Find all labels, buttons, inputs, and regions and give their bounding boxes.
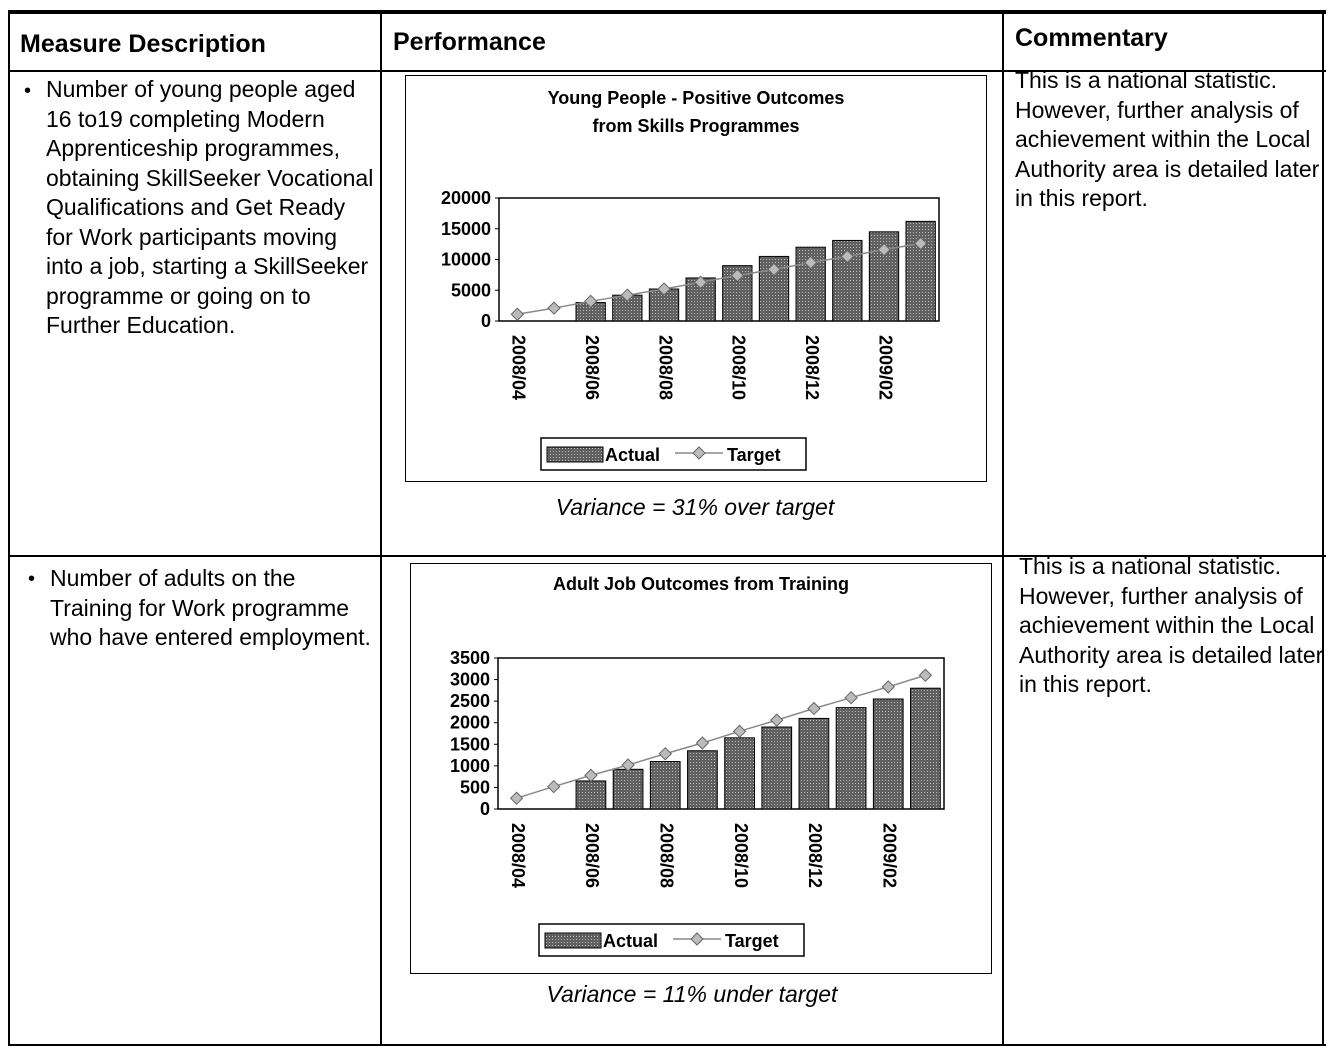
target-marker xyxy=(510,307,525,321)
target-marker xyxy=(803,255,818,270)
commentary-text: This is a national statistic. However, f… xyxy=(1015,67,1320,211)
legend-marker xyxy=(692,446,706,460)
target-marker xyxy=(877,242,891,257)
y-tick-label: 3500 xyxy=(450,648,490,668)
col-border xyxy=(8,10,10,1046)
chart-title: Young People - Positive Outcomes from Sk… xyxy=(547,88,845,136)
x-tick-label: 2009/02 xyxy=(875,335,895,400)
header-cell: Commentary xyxy=(1015,24,1168,52)
x-tick-label: 2008/04 xyxy=(509,335,529,400)
legend-label: Target xyxy=(725,931,779,951)
y-tick-label: 2000 xyxy=(450,713,490,733)
bar xyxy=(761,726,793,810)
target-marker xyxy=(509,791,524,805)
x-tick-label: 2009/02 xyxy=(880,823,900,888)
y-tick-label: 15000 xyxy=(441,219,491,239)
y-tick-label: 2500 xyxy=(450,691,490,711)
y-tick-label: 0 xyxy=(480,799,490,819)
bar xyxy=(905,220,936,322)
target-marker xyxy=(844,690,858,705)
bar xyxy=(575,780,607,810)
target-marker xyxy=(695,736,710,750)
x-tick-label: 2008/06 xyxy=(582,335,602,400)
table-bottom-border xyxy=(8,1044,1326,1046)
x-tick-label: 2008/08 xyxy=(655,335,675,400)
header-border xyxy=(8,70,1326,72)
col-border xyxy=(380,10,382,1046)
x-tick-label: 2008/04 xyxy=(508,823,528,888)
legend-swatch xyxy=(546,446,604,463)
y-tick-label: 3000 xyxy=(450,670,490,690)
legend-label: Actual xyxy=(605,445,660,465)
y-tick-label: 10000 xyxy=(441,250,491,270)
bar xyxy=(612,768,644,810)
col-border xyxy=(1322,10,1324,1046)
target-marker xyxy=(657,282,671,296)
y-tick-label: 1500 xyxy=(450,734,490,754)
chart: Young People - Positive Outcomes from Sk… xyxy=(405,75,987,482)
target-marker xyxy=(658,747,672,761)
target-marker xyxy=(732,724,747,739)
target-marker xyxy=(840,249,855,264)
row-border xyxy=(8,555,1326,557)
y-tick-label: 0 xyxy=(481,311,491,331)
table-top-border xyxy=(8,10,1326,14)
y-tick-label: 5000 xyxy=(451,280,491,300)
target-marker xyxy=(547,779,561,794)
target-line xyxy=(516,674,926,799)
x-tick-label: 2008/12 xyxy=(802,335,822,400)
legend-label: Target xyxy=(727,445,781,465)
x-tick-label: 2008/12 xyxy=(805,823,825,888)
x-tick-label: 2008/08 xyxy=(657,823,677,888)
bar xyxy=(872,698,904,810)
target-marker xyxy=(807,701,821,716)
variance: Variance = 31% over target xyxy=(555,494,835,520)
commentary-text: This is a national statistic. However, f… xyxy=(1019,553,1324,697)
measure-text: Number of adults on the Training for Wor… xyxy=(50,565,371,650)
legend-box xyxy=(538,923,805,957)
target-marker xyxy=(693,275,708,289)
bar xyxy=(649,761,681,810)
chart-title: Adult Job Outcomes from Training xyxy=(552,574,849,594)
chart-svg: 0 5000 10000 15000 20000 2008/04 2008/06 2008/0… xyxy=(441,188,940,471)
legend-label: Actual xyxy=(603,931,658,951)
target-marker xyxy=(547,301,561,315)
bar xyxy=(910,687,941,810)
target-marker xyxy=(730,268,745,283)
target-marker xyxy=(584,768,598,783)
target-marker xyxy=(881,680,895,694)
target-line xyxy=(517,242,921,315)
target-marker xyxy=(770,713,784,727)
variance: Variance = 11% under target xyxy=(546,981,838,1007)
target-marker xyxy=(583,294,598,309)
y-tick-label: 500 xyxy=(460,777,490,797)
bar xyxy=(724,737,755,810)
col-border xyxy=(1002,10,1004,1046)
measure-text: Number of young people aged 16 to19 comp… xyxy=(46,76,374,338)
target-marker xyxy=(621,758,635,772)
bar xyxy=(835,707,867,810)
bar xyxy=(687,750,718,810)
target-marker xyxy=(767,262,781,277)
target-marker xyxy=(918,668,933,682)
x-tick-label: 2008/10 xyxy=(731,823,751,888)
y-tick-label: 20000 xyxy=(441,188,491,208)
x-tick-label: 2008/10 xyxy=(729,335,749,400)
bullet: • xyxy=(28,568,36,590)
chart: Adult Job Outcomes from Training 0 500 100… xyxy=(410,563,992,974)
header-cell: Measure Description xyxy=(20,30,266,58)
legend-marker xyxy=(690,932,704,946)
plot-area xyxy=(497,657,945,810)
y-tick-label: 1000 xyxy=(450,756,490,776)
header-cell: Performance xyxy=(393,28,546,56)
target-marker xyxy=(913,236,928,251)
plot-area xyxy=(498,197,940,322)
bullet: • xyxy=(24,80,32,102)
target-marker xyxy=(620,288,635,302)
legend-swatch xyxy=(544,932,602,949)
bar xyxy=(798,717,830,810)
x-tick-label: 2008/06 xyxy=(582,823,602,888)
